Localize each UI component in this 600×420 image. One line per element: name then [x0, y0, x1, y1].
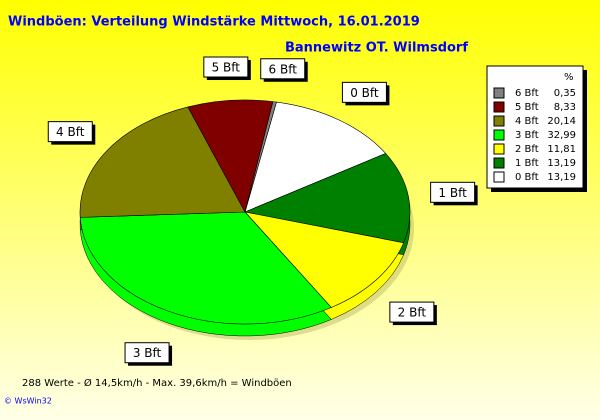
legend-label: 6 Bft	[515, 88, 539, 99]
slice	[244, 101, 277, 213]
legend-label: 3 Bft	[515, 130, 539, 141]
label-box	[430, 181, 476, 203]
legend-swatch	[493, 87, 505, 99]
legend-label: 0 Bft	[515, 172, 539, 183]
slice-label: 4 Bft	[56, 125, 85, 139]
slice-label: 2 Bft	[398, 306, 427, 320]
legend-value: 13,19	[547, 172, 576, 183]
legend-box	[486, 65, 584, 189]
slice-label: 5 Bft	[212, 61, 241, 75]
credit: © WsWin32	[4, 397, 52, 406]
label-box	[47, 121, 93, 143]
footer: 288 Werte - Ø 14,5km/h - Max. 39,6km/h =…	[22, 377, 292, 389]
slice	[79, 211, 332, 325]
legend-label: 4 Bft	[515, 116, 539, 127]
label-box	[124, 342, 170, 364]
slice-label: 6 Bft	[269, 62, 298, 76]
slice	[187, 99, 274, 213]
legend-swatch	[493, 115, 505, 127]
legend-label: 2 Bft	[515, 144, 539, 155]
legend-value: 8,33	[554, 102, 576, 113]
legend-value: 32,99	[547, 130, 576, 141]
legend-label: 1 Bft	[515, 158, 539, 169]
legend-value: 13,19	[547, 158, 576, 169]
slice-label: 0 Bft	[350, 86, 379, 100]
slice	[244, 101, 387, 213]
slice-label: 3 Bft	[133, 346, 162, 360]
legend-value: 0,35	[554, 88, 576, 99]
legend-value: 20,14	[547, 116, 576, 127]
chart-title: Windböen: Verteilung Windstärke Mittwoch…	[8, 15, 420, 30]
label-box	[341, 81, 387, 103]
slice	[243, 153, 411, 244]
legend-label: 5 Bft	[515, 102, 539, 113]
legend-swatch	[493, 171, 505, 183]
legend-header: %	[564, 72, 574, 83]
slice	[244, 211, 405, 308]
label-box	[203, 56, 249, 78]
label-box	[389, 301, 435, 323]
label-box	[260, 58, 306, 80]
chart-subtitle: Bannewitz OT. Wilmsdorf	[285, 41, 468, 56]
legend-swatch	[493, 143, 505, 155]
legend-swatch	[493, 101, 505, 113]
legend-swatch	[493, 129, 505, 141]
legend-swatch	[493, 157, 505, 169]
slice-label: 1 Bft	[438, 186, 467, 200]
slice	[79, 106, 246, 218]
legend-value: 11,81	[547, 144, 576, 155]
